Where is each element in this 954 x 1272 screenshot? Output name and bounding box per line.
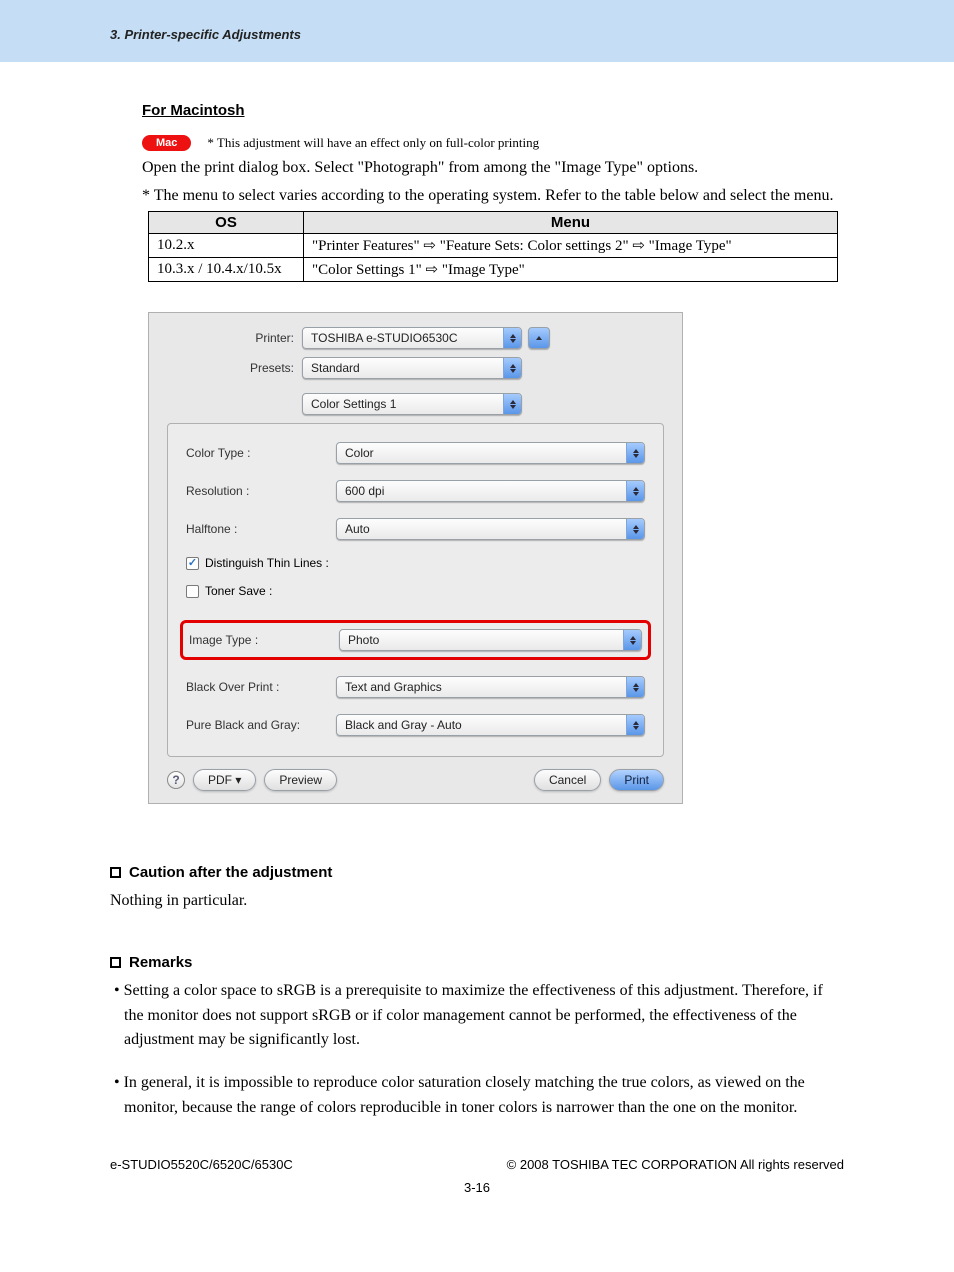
halftone-label: Halftone : bbox=[186, 522, 336, 536]
table-header-row: OS Menu bbox=[149, 212, 838, 234]
chevron-up-icon bbox=[536, 336, 542, 340]
presets-label: Presets: bbox=[167, 361, 302, 375]
panel-row: Color Settings 1 bbox=[167, 393, 664, 415]
table-row: 10.2.x "Printer Features" ⇨ "Feature Set… bbox=[149, 234, 838, 258]
cell-menu: "Printer Features" ⇨ "Feature Sets: Colo… bbox=[304, 234, 838, 258]
chevron-updown-icon bbox=[623, 630, 641, 650]
blackover-value: Text and Graphics bbox=[337, 680, 626, 694]
help-icon[interactable]: ? bbox=[167, 771, 185, 789]
pureblack-value: Black and Gray - Auto bbox=[337, 718, 626, 732]
panel-select[interactable]: Color Settings 1 bbox=[302, 393, 522, 415]
printer-label: Printer: bbox=[167, 331, 302, 345]
remarks-title: Remarks bbox=[129, 954, 192, 971]
tonersave-row: Toner Save : bbox=[186, 584, 645, 598]
blackover-row: Black Over Print : Text and Graphics bbox=[186, 676, 645, 698]
resolution-row: Resolution : 600 dpi bbox=[186, 480, 645, 502]
cell-os: 10.2.x bbox=[149, 234, 304, 258]
halftone-value: Auto bbox=[337, 522, 626, 536]
presets-select[interactable]: Standard bbox=[302, 357, 522, 379]
printer-row: Printer: TOSHIBA e-STUDIO6530C bbox=[167, 327, 664, 349]
pdf-button[interactable]: PDF ▾ bbox=[193, 769, 256, 791]
imagetype-select[interactable]: Photo bbox=[339, 629, 642, 651]
cell-menu: "Color Settings 1" ⇨ "Image Type" bbox=[304, 258, 838, 282]
mac-note: * This adjustment will have an effect on… bbox=[207, 135, 539, 151]
colortype-select[interactable]: Color bbox=[336, 442, 645, 464]
imagetype-highlight: Image Type : Photo bbox=[180, 620, 651, 660]
square-icon bbox=[110, 957, 121, 968]
col-menu: Menu bbox=[304, 212, 838, 234]
star-note: * The menu to select varies according to… bbox=[142, 187, 844, 205]
imagetype-label: Image Type : bbox=[189, 633, 339, 647]
colortype-label: Color Type : bbox=[186, 446, 336, 460]
cancel-label: Cancel bbox=[549, 773, 586, 787]
macintosh-title: For Macintosh bbox=[142, 102, 844, 119]
remark-bullet: • Setting a color space to sRGB is a pre… bbox=[110, 979, 844, 1053]
resolution-value: 600 dpi bbox=[337, 484, 626, 498]
tonersave-label: Toner Save : bbox=[205, 584, 272, 598]
colortype-value: Color bbox=[337, 446, 626, 460]
col-os: OS bbox=[149, 212, 304, 234]
chevron-updown-icon bbox=[626, 519, 644, 539]
chevron-updown-icon bbox=[503, 358, 521, 378]
pureblack-label: Pure Black and Gray: bbox=[186, 718, 336, 732]
chapter-header-band: 3. Printer-specific Adjustments bbox=[0, 0, 954, 62]
thinlines-checkbox[interactable]: ✓ bbox=[186, 557, 199, 570]
print-button[interactable]: Print bbox=[609, 769, 664, 791]
preview-label: Preview bbox=[279, 773, 322, 787]
chevron-updown-icon bbox=[503, 394, 521, 414]
chevron-updown-icon bbox=[626, 677, 644, 697]
remarks-heading: Remarks bbox=[110, 954, 844, 971]
pureblack-row: Pure Black and Gray: Black and Gray - Au… bbox=[186, 714, 645, 736]
mac-badge: Mac bbox=[142, 135, 191, 151]
os-menu-table: OS Menu 10.2.x "Printer Features" ⇨ "Fea… bbox=[148, 211, 838, 282]
imagetype-value: Photo bbox=[340, 633, 623, 647]
resolution-select[interactable]: 600 dpi bbox=[336, 480, 645, 502]
imagetype-row: Image Type : Photo bbox=[189, 629, 642, 651]
page-number: 3-16 bbox=[110, 1180, 844, 1195]
pureblack-select[interactable]: Black and Gray - Auto bbox=[336, 714, 645, 736]
footer-left: e-STUDIO5520C/6520C/6530C bbox=[110, 1157, 293, 1172]
caution-heading: Caution after the adjustment bbox=[110, 864, 844, 881]
pdf-label: PDF ▾ bbox=[208, 773, 241, 787]
cancel-button[interactable]: Cancel bbox=[534, 769, 601, 791]
chevron-updown-icon bbox=[626, 715, 644, 735]
caution-title: Caution after the adjustment bbox=[129, 864, 332, 881]
chapter-title: 3. Printer-specific Adjustments bbox=[110, 27, 301, 42]
table-row: 10.3.x / 10.4.x/10.5x "Color Settings 1"… bbox=[149, 258, 838, 282]
square-icon bbox=[110, 867, 121, 878]
preview-button[interactable]: Preview bbox=[264, 769, 337, 791]
printer-select[interactable]: TOSHIBA e-STUDIO6530C bbox=[302, 327, 522, 349]
chevron-updown-icon bbox=[626, 481, 644, 501]
print-dialog: Printer: TOSHIBA e-STUDIO6530C Presets: … bbox=[148, 312, 683, 804]
chevron-updown-icon bbox=[626, 443, 644, 463]
panel-value: Color Settings 1 bbox=[303, 397, 503, 411]
caution-body: Nothing in particular. bbox=[110, 889, 844, 914]
remark-bullet: • In general, it is impossible to reprod… bbox=[110, 1071, 844, 1121]
print-label: Print bbox=[624, 773, 649, 787]
presets-value: Standard bbox=[303, 361, 503, 375]
tonersave-checkbox[interactable] bbox=[186, 585, 199, 598]
footer: e-STUDIO5520C/6520C/6530C © 2008 TOSHIBA… bbox=[110, 1157, 844, 1172]
presets-row: Presets: Standard bbox=[167, 357, 664, 379]
instruction-text: Open the print dialog box. Select "Photo… bbox=[142, 159, 844, 177]
resolution-label: Resolution : bbox=[186, 484, 336, 498]
chevron-updown-icon bbox=[503, 328, 521, 348]
blackover-select[interactable]: Text and Graphics bbox=[336, 676, 645, 698]
colortype-row: Color Type : Color bbox=[186, 442, 645, 464]
color-settings-group: Color Type : Color Resolution : 600 dpi … bbox=[167, 423, 664, 757]
halftone-select[interactable]: Auto bbox=[336, 518, 645, 540]
mac-badge-row: Mac * This adjustment will have an effec… bbox=[142, 135, 844, 151]
cell-os: 10.3.x / 10.4.x/10.5x bbox=[149, 258, 304, 282]
printer-value: TOSHIBA e-STUDIO6530C bbox=[303, 331, 503, 345]
dialog-buttons: ? PDF ▾ Preview Cancel Print bbox=[167, 769, 664, 791]
footer-right: © 2008 TOSHIBA TEC CORPORATION All right… bbox=[507, 1157, 844, 1172]
blackover-label: Black Over Print : bbox=[186, 680, 336, 694]
halftone-row: Halftone : Auto bbox=[186, 518, 645, 540]
expand-button[interactable] bbox=[528, 327, 550, 349]
thinlines-row: ✓ Distinguish Thin Lines : bbox=[186, 556, 645, 570]
thinlines-label: Distinguish Thin Lines : bbox=[205, 556, 329, 570]
page-body: For Macintosh Mac * This adjustment will… bbox=[0, 62, 954, 1225]
